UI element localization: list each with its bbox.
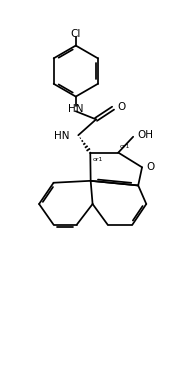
Text: Cl: Cl [71, 29, 81, 39]
Text: O: O [146, 162, 155, 172]
Text: HN: HN [68, 104, 83, 114]
Text: or1: or1 [93, 157, 103, 162]
Text: O: O [117, 102, 126, 112]
Text: HN: HN [54, 131, 70, 141]
Text: or1: or1 [120, 144, 130, 149]
Text: OH: OH [137, 130, 153, 140]
